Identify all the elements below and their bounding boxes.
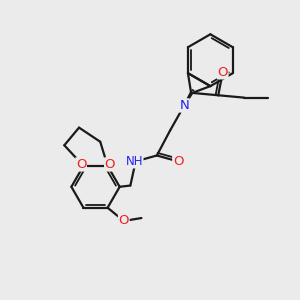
Text: O: O (118, 214, 129, 227)
Text: O: O (105, 158, 115, 171)
Text: NH: NH (125, 155, 143, 168)
Text: O: O (173, 155, 183, 168)
Text: N: N (179, 99, 189, 112)
Text: O: O (76, 158, 86, 171)
Text: O: O (218, 66, 228, 79)
